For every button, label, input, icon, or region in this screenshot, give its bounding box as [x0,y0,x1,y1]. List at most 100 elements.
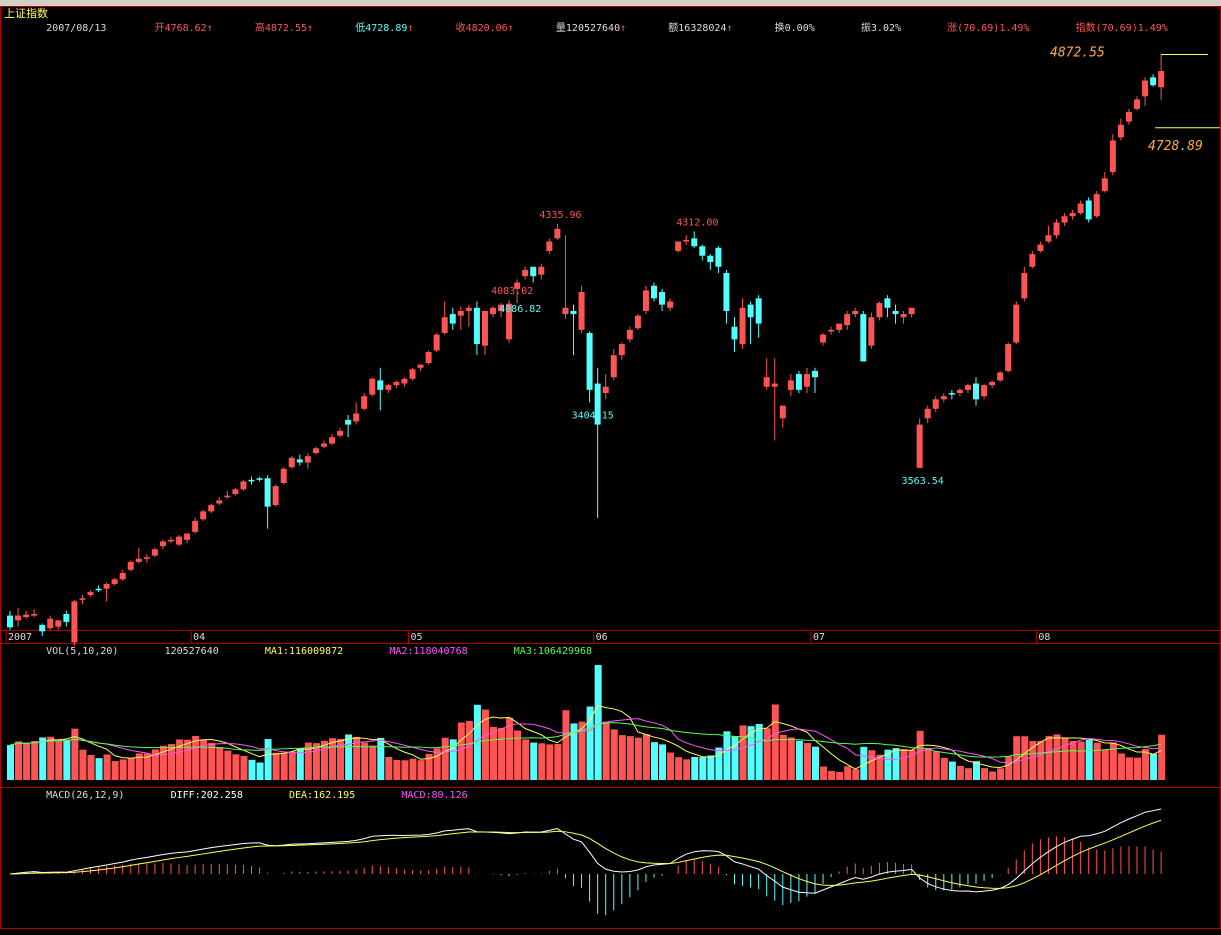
volume-bar [651,742,658,780]
candle-up [1077,203,1084,214]
candle-up [779,405,786,419]
volume-bar [135,753,143,780]
volume-bar [1029,740,1037,780]
current-high-label: 4872.55 [1050,45,1105,60]
candle-down [948,393,955,395]
volume-bar [763,728,771,780]
volume-bar [884,749,892,780]
volume-bar [441,737,449,780]
candle-up [127,561,134,570]
price-label: 3404.15 [572,410,614,421]
volume-bar [393,759,401,780]
volume-bar [868,750,876,780]
candle-up [320,443,327,447]
volume-bar [707,755,715,780]
macd-diff: DIFF:202.258 [171,790,243,801]
volume-bar [691,757,699,780]
volume-series [7,665,1166,780]
candle-up [119,572,126,580]
candle-up [143,557,150,559]
volume-bar [989,771,997,780]
candle-up [989,381,996,386]
candle-up [981,385,988,397]
candle-up [667,301,674,308]
candle-up [304,456,311,463]
volume-bar [981,768,989,780]
volume-bar [143,753,151,780]
candle-down [449,314,456,324]
macd-dea-line [9,819,1162,889]
volume-bar [449,739,457,780]
volume-bar [87,754,95,780]
quote-close: 4820.06 [466,23,508,34]
volume-bar [473,704,481,780]
volume-bar [377,737,385,780]
quote-volume: 120527640 [566,23,620,34]
volume-bar [47,736,55,780]
volume-bar [184,739,192,780]
toolbar [0,0,1221,6]
candle-up [232,489,239,495]
candle-down [795,374,802,390]
candle-down [973,383,979,400]
volume-bar [1117,753,1125,780]
volume-bar [409,758,417,780]
candle-up [844,314,851,326]
volume-bar [63,739,71,780]
volume-bar [731,736,739,780]
candle-up [538,266,545,275]
volume-bar [948,761,956,780]
volume-bar [1085,739,1093,780]
volume-bar [401,760,409,780]
candle-down [723,273,730,311]
candle-down [377,380,384,390]
candle-up [1029,254,1036,267]
candlestick-series [7,54,1165,646]
candle-up [401,378,408,384]
volume-bar [973,761,980,780]
volume-bar [288,751,296,780]
candle-up [457,310,464,316]
volume-bar [1061,737,1069,780]
price-label: 3563.54 [902,476,944,487]
candle-up [111,579,118,585]
volume-bar [836,771,844,780]
volume-ma3-line [9,722,1162,758]
index-name: 上证指数 [4,6,48,20]
volume-ma2-line [9,718,1162,764]
candle-down [651,285,657,299]
price-label: 4086.82 [499,304,541,315]
candle-up [1053,222,1060,236]
macd-diff-line [9,808,1162,894]
volume-bar [675,757,683,780]
volume-title: VOL(5,10,20) [46,646,118,657]
volume-bar [1150,753,1158,780]
quote-index-change: (70.69)1.49% [1096,23,1168,34]
month-label: 08 [1038,632,1050,643]
volume-bar [1045,735,1053,780]
candle-up [481,310,488,346]
volume-bar [1005,756,1013,780]
candle-down [530,266,537,277]
volume-bar [71,728,79,780]
candle-up [47,618,54,629]
month-label: 04 [193,632,205,643]
candle-up [192,520,199,532]
volume-bar [1021,736,1029,780]
candle-down [691,238,698,247]
candle-up [683,239,690,242]
volume-bar [1069,741,1077,780]
volume-bar [79,749,87,780]
candle-up [1037,244,1044,251]
volume-bar [1093,742,1101,780]
volume-bar [216,746,224,780]
volume-bar [1053,734,1061,780]
volume-bar [844,766,852,780]
candle-up [200,511,207,520]
volume-bar [610,729,618,780]
candle-up [425,351,432,364]
candle-up [1158,71,1165,88]
volume-bar [1158,734,1166,780]
volume-bar [964,768,972,780]
candle-up [852,310,859,315]
